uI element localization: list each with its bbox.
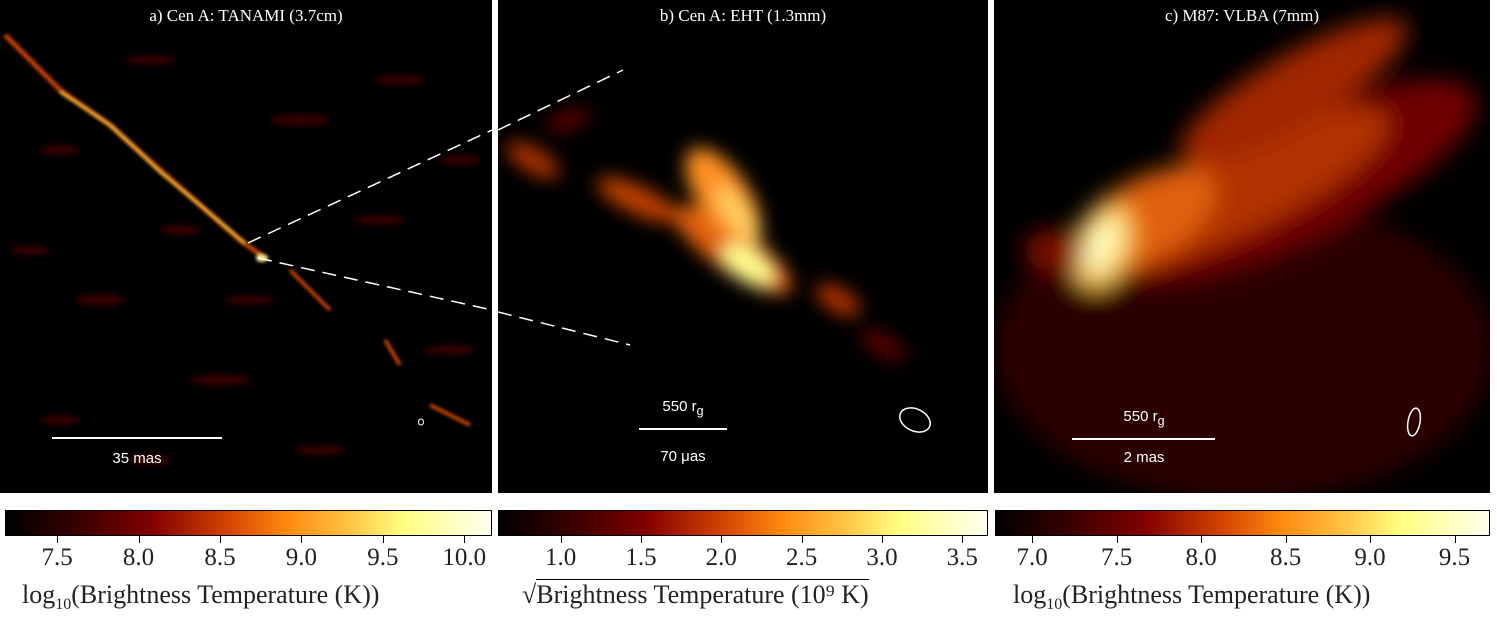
zoom-line-upper bbox=[247, 129, 492, 244]
colorbar-tick bbox=[962, 536, 964, 543]
scale-bar-rg-label: 550 rg bbox=[1094, 408, 1194, 428]
colorbar-tick-label: 2.5 bbox=[786, 544, 818, 571]
colorbar-tick bbox=[721, 536, 723, 543]
colorbar-tick-label: 10.0 bbox=[442, 544, 487, 571]
log-sub: 10 bbox=[1046, 596, 1063, 614]
colorbar-tick-label: 9.5 bbox=[1438, 544, 1471, 571]
colorbar-tick bbox=[138, 536, 140, 543]
panel-a-image: a) Cen A: TANAMI (3.7cm) 35 mas bbox=[0, 0, 492, 493]
scale-bar-label: 2 mas bbox=[1123, 449, 1165, 466]
rg-value: 550 r bbox=[1123, 408, 1158, 425]
colorbar-b-label: √Brightness Temperature (10⁹ K) bbox=[522, 579, 869, 610]
colorbar-tick-label: 8.0 bbox=[122, 544, 155, 571]
colorbar-tick-label: 3.5 bbox=[946, 544, 978, 571]
colorbar-tick bbox=[1370, 536, 1372, 543]
zoom-line-lower bbox=[257, 257, 492, 311]
colorbar-tick bbox=[801, 536, 803, 543]
panel-title: b) Cen A: EHT (1.3mm) bbox=[659, 6, 827, 25]
sqrt-sign: √ bbox=[522, 580, 537, 609]
log-prefix: log bbox=[1013, 580, 1047, 609]
beam-ellipse bbox=[418, 418, 424, 426]
colorbar-tick-label: 8.5 bbox=[204, 544, 236, 571]
colorbar-tick-label: 9.0 bbox=[285, 544, 318, 571]
scale-bar bbox=[639, 428, 727, 430]
rg-sub: g bbox=[1157, 414, 1165, 428]
panel-c-image: c) M87: VLBA (7mm) 550 rg 2 mas bbox=[994, 0, 1490, 493]
colorbar-tick-label: 7.5 bbox=[1101, 544, 1133, 571]
colorbar-a-label: log10(Brightness Temperature (K)) bbox=[22, 580, 379, 614]
colorbar-tick bbox=[1285, 536, 1287, 543]
colorbar-c-label: log10(Brightness Temperature (K)) bbox=[1013, 580, 1370, 614]
panel-title: a) Cen A: TANAMI (3.7cm) bbox=[149, 6, 343, 25]
scale-bar-rg-label: 550 rg bbox=[638, 398, 728, 418]
label-text: Brightness Temperature (10⁹ K) bbox=[536, 579, 869, 609]
beam-ellipse bbox=[899, 407, 931, 433]
colorbar-tick-label: 8.5 bbox=[1269, 544, 1302, 571]
colorbar-tick bbox=[1116, 536, 1118, 543]
colorbar-tick-label: 1.0 bbox=[545, 544, 577, 571]
scale-bar-label: 70 μas bbox=[660, 448, 706, 465]
rg-sub: g bbox=[696, 404, 704, 418]
colorbar-tick-label: 2.0 bbox=[705, 544, 737, 571]
colorbar-tick bbox=[1454, 536, 1456, 543]
scale-bar-label: 35 mas bbox=[112, 450, 162, 467]
label-text: (Brightness Temperature (K)) bbox=[1062, 580, 1371, 609]
label-text: (Brightness Temperature (K)) bbox=[71, 580, 380, 609]
colorbar-tick-label: 3.0 bbox=[866, 544, 898, 571]
colorbar-tick bbox=[382, 536, 384, 543]
rg-value: 550 r bbox=[662, 398, 697, 415]
colorbar-tick bbox=[219, 536, 221, 543]
log-prefix: log bbox=[22, 580, 56, 609]
log-sub: 10 bbox=[55, 596, 72, 614]
colorbar-c bbox=[995, 510, 1490, 536]
scale-bar bbox=[1072, 438, 1215, 440]
colorbar-b bbox=[498, 510, 988, 536]
colorbar-tick bbox=[1201, 536, 1203, 543]
panel-title: c) M87: VLBA (7mm) bbox=[1164, 6, 1320, 25]
colorbar-tick bbox=[1032, 536, 1034, 543]
panel-b-image: b) Cen A: EHT (1.3mm) 550 rg 70 μas bbox=[498, 0, 988, 493]
eht-jet-image bbox=[498, 69, 931, 433]
beam-ellipse bbox=[1406, 407, 1422, 437]
colorbar-tick bbox=[464, 536, 466, 543]
scale-bar bbox=[52, 437, 222, 439]
colorbar-tick-label: 1.5 bbox=[625, 544, 657, 571]
colorbar-tick-label: 9.0 bbox=[1354, 544, 1386, 571]
colorbar-tick-label: 7.0 bbox=[1016, 544, 1048, 571]
tanami-jet-image bbox=[3, 33, 492, 465]
colorbar-tick-label: 9.5 bbox=[367, 544, 399, 571]
m87-jet-image bbox=[994, 18, 1490, 493]
colorbar-a bbox=[5, 510, 492, 536]
colorbar-tick bbox=[560, 536, 562, 543]
colorbar-tick-label: 7.5 bbox=[41, 544, 73, 571]
colorbar-tick-label: 8.0 bbox=[1185, 544, 1217, 571]
colorbar-tick bbox=[881, 536, 883, 543]
colorbar-tick bbox=[57, 536, 59, 543]
colorbar-tick bbox=[640, 536, 642, 543]
colorbar-tick bbox=[301, 536, 303, 543]
